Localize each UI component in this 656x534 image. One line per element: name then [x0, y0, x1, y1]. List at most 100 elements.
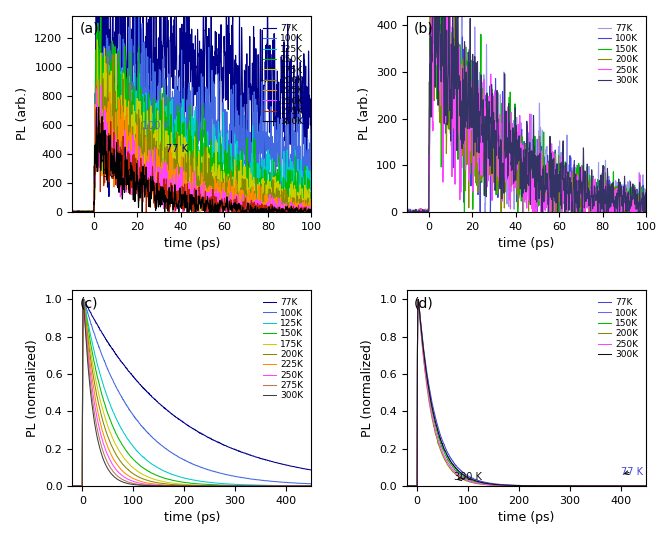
300K — [308, 483, 316, 489]
Line: 275K: 275K — [72, 121, 312, 212]
X-axis label: time (ps): time (ps) — [163, 511, 220, 524]
225K — [124, 158, 132, 164]
250K — [512, 483, 520, 489]
275K — [292, 208, 300, 214]
Line: 77K: 77K — [72, 300, 312, 486]
Line: 300K: 300K — [72, 300, 312, 486]
100K — [68, 209, 76, 215]
200K — [414, 296, 422, 303]
300K — [415, 296, 422, 303]
77K — [68, 208, 76, 215]
300K — [68, 483, 76, 489]
225K — [133, 477, 141, 483]
200K — [626, 197, 634, 203]
300K — [292, 206, 300, 212]
Legend: 77K, 100K, 150K, 200K, 250K, 300K: 77K, 100K, 150K, 200K, 250K, 300K — [594, 295, 642, 363]
150K — [124, 69, 132, 76]
100K — [307, 168, 315, 175]
150K — [292, 158, 300, 164]
125K — [237, 152, 245, 159]
300K — [554, 209, 562, 215]
125K — [124, 119, 132, 125]
200K — [642, 192, 650, 198]
77K — [569, 483, 577, 489]
250K — [434, 435, 441, 441]
125K — [97, 50, 105, 57]
125K — [99, 380, 107, 386]
77K — [432, 418, 440, 425]
250K — [642, 483, 650, 489]
275K — [133, 481, 141, 488]
250K — [642, 209, 650, 215]
77K — [520, 482, 528, 489]
275K — [79, 296, 87, 303]
100K — [459, 34, 466, 40]
225K — [308, 483, 316, 489]
100K — [569, 483, 577, 489]
175K — [99, 407, 107, 413]
250K — [307, 209, 315, 215]
Text: 77 K: 77 K — [621, 467, 643, 477]
77K — [307, 163, 315, 169]
77K — [512, 482, 520, 489]
200K — [98, 413, 106, 420]
250K — [642, 196, 650, 202]
175K — [237, 158, 245, 164]
150K — [307, 192, 315, 198]
Line: 250K: 250K — [407, 300, 646, 486]
300K — [571, 183, 579, 190]
300K — [176, 483, 184, 489]
200K — [79, 296, 87, 303]
300K — [459, 80, 466, 86]
225K — [99, 428, 107, 435]
Text: 300 K: 300 K — [102, 169, 131, 179]
225K — [280, 202, 288, 208]
175K — [68, 483, 76, 489]
150K — [79, 296, 87, 303]
Line: 250K: 250K — [72, 85, 312, 212]
Text: 100 K: 100 K — [142, 121, 170, 131]
250K — [292, 208, 300, 215]
250K — [68, 209, 76, 215]
77K — [99, 331, 107, 337]
225K — [219, 199, 227, 205]
175K — [69, 209, 77, 215]
77K — [626, 204, 634, 210]
300K — [468, 476, 476, 483]
225K — [307, 200, 315, 207]
100K — [512, 482, 520, 489]
200K — [307, 208, 315, 215]
125K — [68, 483, 76, 489]
200K — [133, 473, 141, 479]
300K — [307, 207, 315, 213]
300K — [79, 296, 87, 303]
250K — [403, 209, 411, 215]
200K — [176, 482, 184, 488]
150K — [403, 483, 411, 489]
100K — [642, 483, 650, 489]
Line: 200K: 200K — [407, 0, 646, 212]
250K — [280, 208, 288, 215]
Line: 100K: 100K — [72, 13, 312, 212]
125K — [308, 483, 316, 489]
77K — [68, 209, 76, 215]
150K — [520, 483, 528, 489]
250K — [235, 483, 243, 489]
200K — [292, 199, 300, 206]
125K — [79, 296, 87, 303]
125K — [219, 145, 227, 151]
77K — [571, 164, 579, 171]
200K — [520, 483, 528, 489]
275K — [186, 483, 194, 489]
77K — [642, 197, 650, 203]
225K — [235, 483, 243, 489]
Text: (c): (c) — [79, 296, 98, 310]
175K — [308, 206, 316, 213]
150K — [68, 209, 76, 215]
100K — [432, 422, 440, 429]
300K — [235, 483, 243, 489]
250K — [68, 483, 76, 489]
200K — [432, 433, 440, 439]
Line: 225K: 225K — [72, 300, 312, 486]
225K — [68, 209, 76, 215]
